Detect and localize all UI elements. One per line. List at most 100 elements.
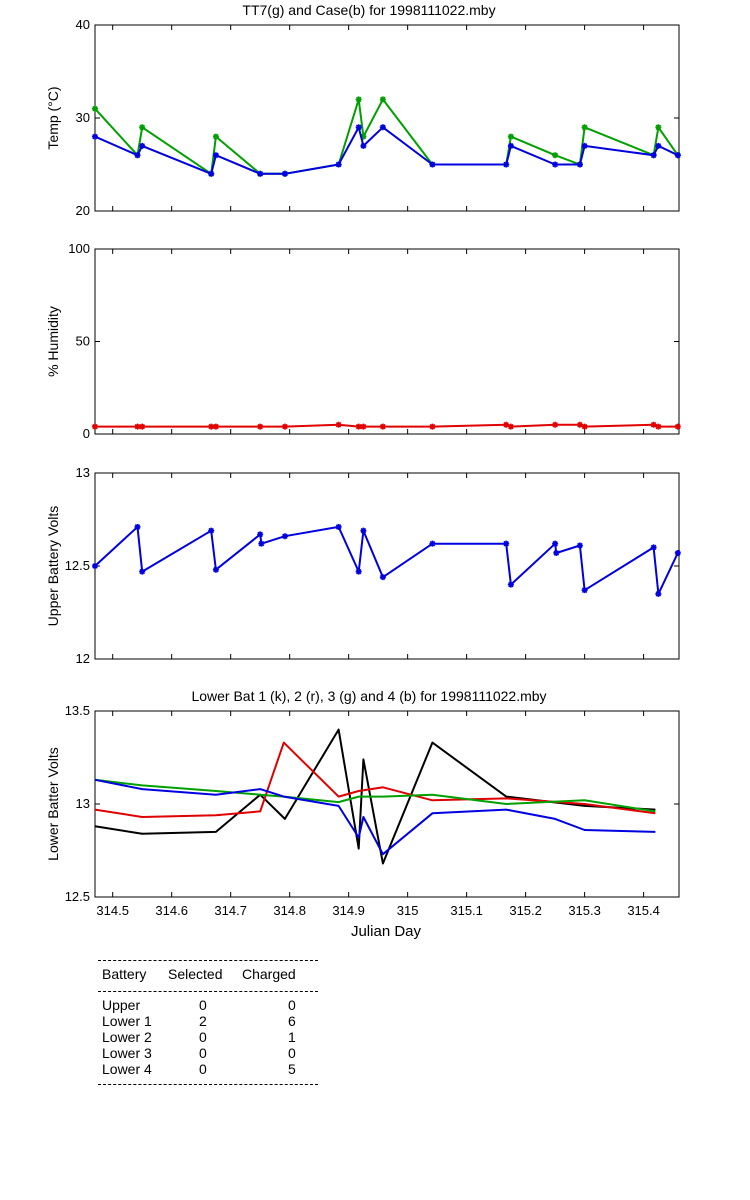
battery-name: Lower 2 <box>102 1029 152 1045</box>
chart3-series-1-point <box>655 590 662 597</box>
chart1-series-2-point <box>360 142 367 149</box>
chart1-series-2-point <box>581 142 588 149</box>
chart4-series-4-line <box>94 778 656 856</box>
charged-count: 6 <box>288 1013 296 1029</box>
chart3-series-1-point <box>576 542 583 549</box>
table-body: Upper 0 0 Lower 1 2 6 Lower 2 0 1 Lower … <box>98 997 318 1077</box>
chart4-x-tick-label: 314.5 <box>96 903 129 918</box>
chart4-x-tick-label: 315.3 <box>568 903 601 918</box>
chart1-series-1-point <box>507 133 514 140</box>
chart1-series-2-point <box>674 152 681 159</box>
chart3-series-1-point <box>355 568 362 575</box>
chart3-series-1-line <box>94 525 679 595</box>
chart1-y-tick-label: 30 <box>76 110 90 125</box>
header-selected: Selected <box>168 966 223 982</box>
chart2-series-1-point <box>212 423 219 430</box>
chart2-series-1-point <box>507 423 514 430</box>
chart1-series-2-point <box>650 152 657 159</box>
chart3-series-1-point <box>379 574 386 581</box>
battery-name: Lower 1 <box>102 1013 152 1029</box>
chart1-series-1-point <box>212 133 219 140</box>
selected-count: 0 <box>199 997 207 1013</box>
chart1-series-2-point <box>335 161 342 168</box>
chart1-series-2-point <box>208 170 215 177</box>
charts-canvas: 20 30 40 TT7(g) and Case(b) for 1998111022.… <box>45 2 681 940</box>
chart4-y-tick-label: 12.5 <box>65 889 90 904</box>
chart1-series-1-point <box>360 133 367 140</box>
selected-count: 0 <box>199 1045 207 1061</box>
chart2-series-1-point <box>281 423 288 430</box>
chart2-y-tick-label: 100 <box>68 241 90 256</box>
chart3-series-1-point <box>92 563 98 569</box>
chart4-series-3-line <box>94 778 656 813</box>
chart2-series-1-point <box>139 423 146 430</box>
chart3-y-tick-label: 12.5 <box>65 558 90 573</box>
chart2-series-1-point <box>674 423 681 430</box>
selected-count: 2 <box>199 1013 207 1029</box>
chart4-series-1-line <box>94 728 656 865</box>
chart3-series-1-point <box>139 568 146 575</box>
charged-count: 5 <box>288 1061 296 1077</box>
header-battery: Battery <box>102 966 147 982</box>
chart3-series-1-point <box>335 523 342 530</box>
chart3-plot-frame <box>94 472 680 660</box>
chart2-series-1-point <box>134 423 141 430</box>
battery-name: Lower 4 <box>102 1061 152 1077</box>
chart3-series-1-point <box>257 531 264 538</box>
table-row: Lower 4 0 5 <box>98 1061 318 1077</box>
chart1-series-1-point <box>92 105 98 112</box>
chart1-series-2-point <box>576 161 583 168</box>
chart3-series-1-point <box>503 540 510 547</box>
chart3-y-tick-label: 12 <box>76 651 90 666</box>
chart1-plot-frame <box>94 24 680 212</box>
chart1-series-1-point <box>139 124 146 131</box>
chart2-series-1-point <box>360 423 367 430</box>
battery-name: Lower 3 <box>102 1045 152 1061</box>
chart3-series-1-point <box>258 540 265 547</box>
chart4-y-axis-label: Lower Batter Volts <box>45 747 61 861</box>
chart4-x-tick-label: 315.1 <box>450 903 483 918</box>
chart4-y-tick-label: 13.5 <box>65 703 90 718</box>
chart4-y-tick-label: 13 <box>76 796 90 811</box>
battery-name: Upper <box>102 997 141 1013</box>
chart3-series-1-point <box>360 527 367 534</box>
chart1-series-2-line <box>94 126 679 175</box>
chart2-series-1-point <box>650 421 657 428</box>
chart2-plot-frame <box>94 248 680 435</box>
chart4-x-tick-label: 314.8 <box>273 903 306 918</box>
chart3-series-1-point <box>581 587 588 594</box>
table-row: Lower 2 0 1 <box>98 1029 318 1045</box>
chart4-x-tick-label: 315.2 <box>509 903 542 918</box>
selected-count: 0 <box>199 1061 207 1077</box>
chart1-series-2-point <box>379 124 386 131</box>
chart1-series-2-point <box>655 142 662 149</box>
chart3-y-axis-label: Upper Battery Volts <box>45 506 61 627</box>
table-header-divider <box>98 991 318 992</box>
chart1-series-1-point <box>355 96 362 103</box>
chart2-series-1-point <box>257 423 264 430</box>
chart2-y-tick-label: 0 <box>83 426 90 441</box>
chart2-series-1-point <box>429 423 436 430</box>
chart1-y-tick-label: 20 <box>76 203 90 218</box>
chart3-series-1-point <box>553 549 560 556</box>
chart3-y-tick-label: 13 <box>76 465 90 480</box>
chart4-x-tick-label: 314.6 <box>155 903 188 918</box>
chart2-series-1-point <box>503 421 510 428</box>
chart2-y-axis-label: % Humidity <box>45 306 61 377</box>
chart2-series-1-line <box>95 423 678 428</box>
chart2-series-1-point <box>576 421 583 428</box>
chart2-series-1-point <box>335 421 342 428</box>
charged-count: 1 <box>288 1029 296 1045</box>
chart2-series-1-point <box>552 421 559 428</box>
chart4-x-tick-label: 314.9 <box>332 903 365 918</box>
chart4-x-tick-label: 315 <box>397 903 419 918</box>
chart1-series-2-point <box>355 124 362 131</box>
chart4-x-tick-label: 314.7 <box>214 903 247 918</box>
selected-count: 0 <box>199 1029 207 1045</box>
chart1-series-2-point <box>92 133 98 140</box>
chart3-series-1-point <box>429 540 436 547</box>
chart2-series-1-point <box>208 423 215 430</box>
chart2-series-1-point <box>655 423 662 430</box>
chart1-y-tick-label: 40 <box>76 17 90 32</box>
table-row: Lower 3 0 0 <box>98 1045 318 1061</box>
